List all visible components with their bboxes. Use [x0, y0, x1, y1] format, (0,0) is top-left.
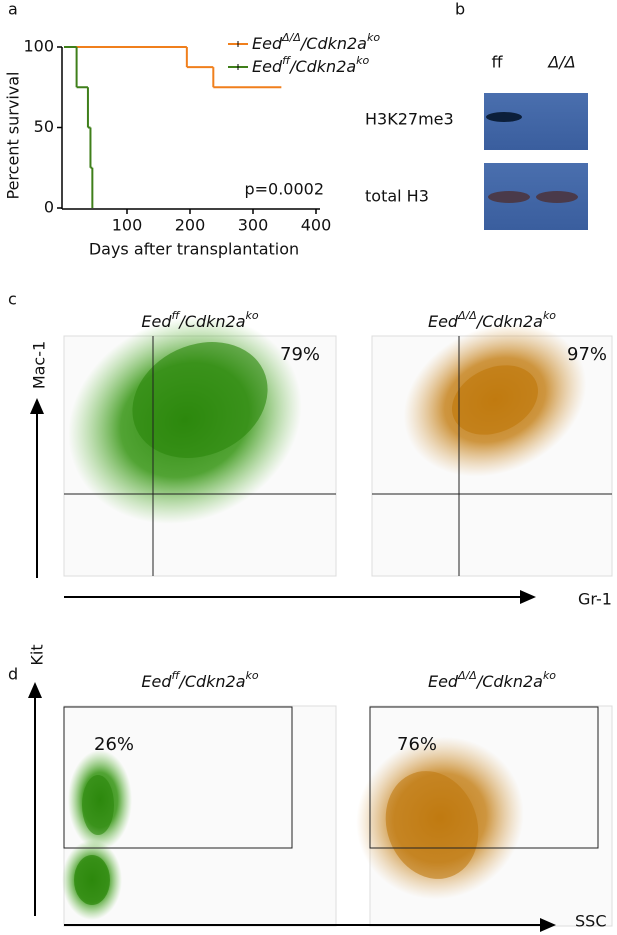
x-tick-label: 100 [112, 216, 143, 235]
legend-text: /Cdkn2a [288, 57, 356, 76]
panel-label: d [8, 665, 18, 684]
arrow-head [28, 682, 42, 698]
row-label: total H3 [365, 187, 429, 206]
gate [369, 706, 599, 849]
legend-text: ff [282, 54, 291, 67]
event-cloud [452, 365, 538, 435]
x-axis-label: SSC [575, 912, 606, 931]
arrow-head [30, 398, 44, 414]
legend-label: EedΔ/Δ/Cdkn2ako [252, 31, 380, 53]
event-cloud [82, 775, 114, 835]
row-label: H3K27me3 [365, 110, 454, 129]
event-cloud [132, 342, 268, 458]
y-tick-label: 50 [34, 117, 54, 136]
gate-percent: 79% [280, 344, 320, 365]
y-axis-label: Percent survival [4, 72, 23, 200]
annotation: p=0.0002 [244, 180, 324, 199]
panel-label: c [8, 290, 17, 309]
legend-text: ko [356, 54, 369, 67]
lane-label: Δ/Δ [546, 53, 575, 72]
flow-panel-c: Eedff/Cdkn2ako EedΔ/Δ/Cdkn2ako 79% 97% M… [30, 309, 613, 609]
y-tick-label: 100 [23, 37, 54, 56]
panel-label: a [8, 0, 18, 19]
event-cloud [385, 771, 479, 879]
y-tick-label: 0 [44, 198, 54, 217]
legend-text: Eed [252, 34, 283, 53]
event-cloud [74, 855, 110, 905]
plot-title: Eedff/Cdkn2ako [141, 669, 259, 691]
legend-text: ko [367, 31, 380, 44]
blot-band [536, 191, 578, 203]
x-axis-label: Days after transplantation [89, 240, 299, 259]
gate-percent: 26% [94, 734, 134, 755]
arrow-head [540, 918, 556, 932]
legend-text: Eed [252, 57, 283, 76]
plot-title: EedΔ/Δ/Cdkn2ako [428, 309, 556, 331]
gate-percent: 97% [567, 344, 607, 365]
blot-band [486, 112, 522, 122]
blot-band [488, 191, 530, 203]
legend-label: Eedff/Cdkn2ako [252, 54, 370, 76]
gate-percent: 76% [397, 734, 437, 755]
panel-label: b [455, 0, 465, 19]
arrow-head [520, 590, 536, 604]
plot-title: EedΔ/Δ/Cdkn2ako [428, 669, 556, 691]
flow-panel-d: Eedff/Cdkn2ako EedΔ/Δ/Cdkn2ako 26% 76% K… [28, 644, 613, 932]
x-tick-label: 400 [301, 216, 332, 235]
lane-label: ff [491, 53, 503, 72]
x-axis-label: Gr-1 [578, 590, 612, 609]
legend-text: Δ/Δ [281, 31, 301, 44]
x-tick-label: 200 [175, 216, 206, 235]
x-tick-label: 300 [238, 216, 269, 235]
legend-text: /Cdkn2a [299, 34, 367, 53]
y-axis-label: Kit [28, 644, 47, 665]
plot-title: Eedff/Cdkn2ako [141, 309, 259, 331]
gate [63, 706, 293, 849]
y-axis-label: Mac-1 [30, 341, 49, 389]
